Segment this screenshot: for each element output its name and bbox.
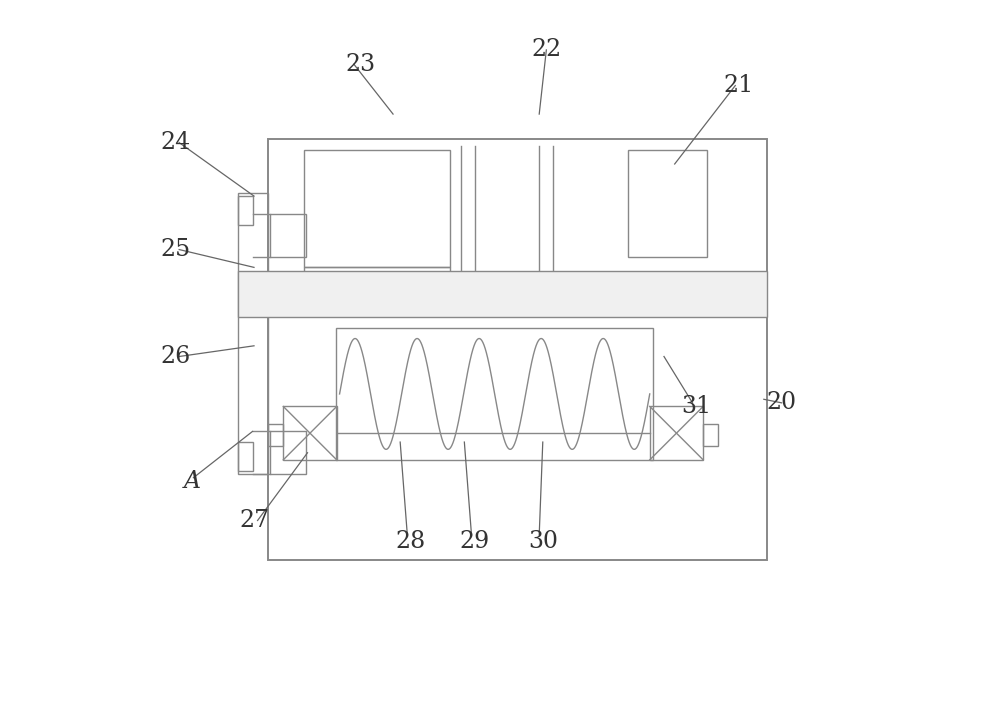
Text: 21: 21 — [724, 74, 754, 97]
Text: 26: 26 — [160, 345, 191, 368]
Bar — [238, 271, 767, 317]
Bar — [238, 442, 253, 471]
Bar — [270, 214, 306, 257]
Text: 24: 24 — [160, 131, 191, 154]
Text: 29: 29 — [460, 530, 490, 553]
Bar — [270, 431, 306, 474]
Bar — [304, 267, 450, 285]
Text: 22: 22 — [531, 39, 561, 61]
Bar — [650, 406, 703, 460]
Bar — [304, 150, 450, 267]
Text: 23: 23 — [346, 53, 376, 76]
Bar — [336, 328, 653, 460]
Text: 20: 20 — [767, 391, 797, 414]
Bar — [628, 150, 707, 257]
Bar — [703, 424, 718, 446]
Text: 25: 25 — [161, 238, 191, 261]
Bar — [238, 196, 253, 225]
Bar — [238, 193, 268, 474]
Bar — [268, 424, 283, 446]
Text: A: A — [183, 470, 200, 493]
Text: 28: 28 — [396, 530, 426, 553]
Text: 31: 31 — [681, 395, 711, 418]
Bar — [283, 406, 337, 460]
Text: 27: 27 — [239, 509, 269, 532]
Bar — [268, 139, 767, 560]
Text: 30: 30 — [528, 530, 558, 553]
